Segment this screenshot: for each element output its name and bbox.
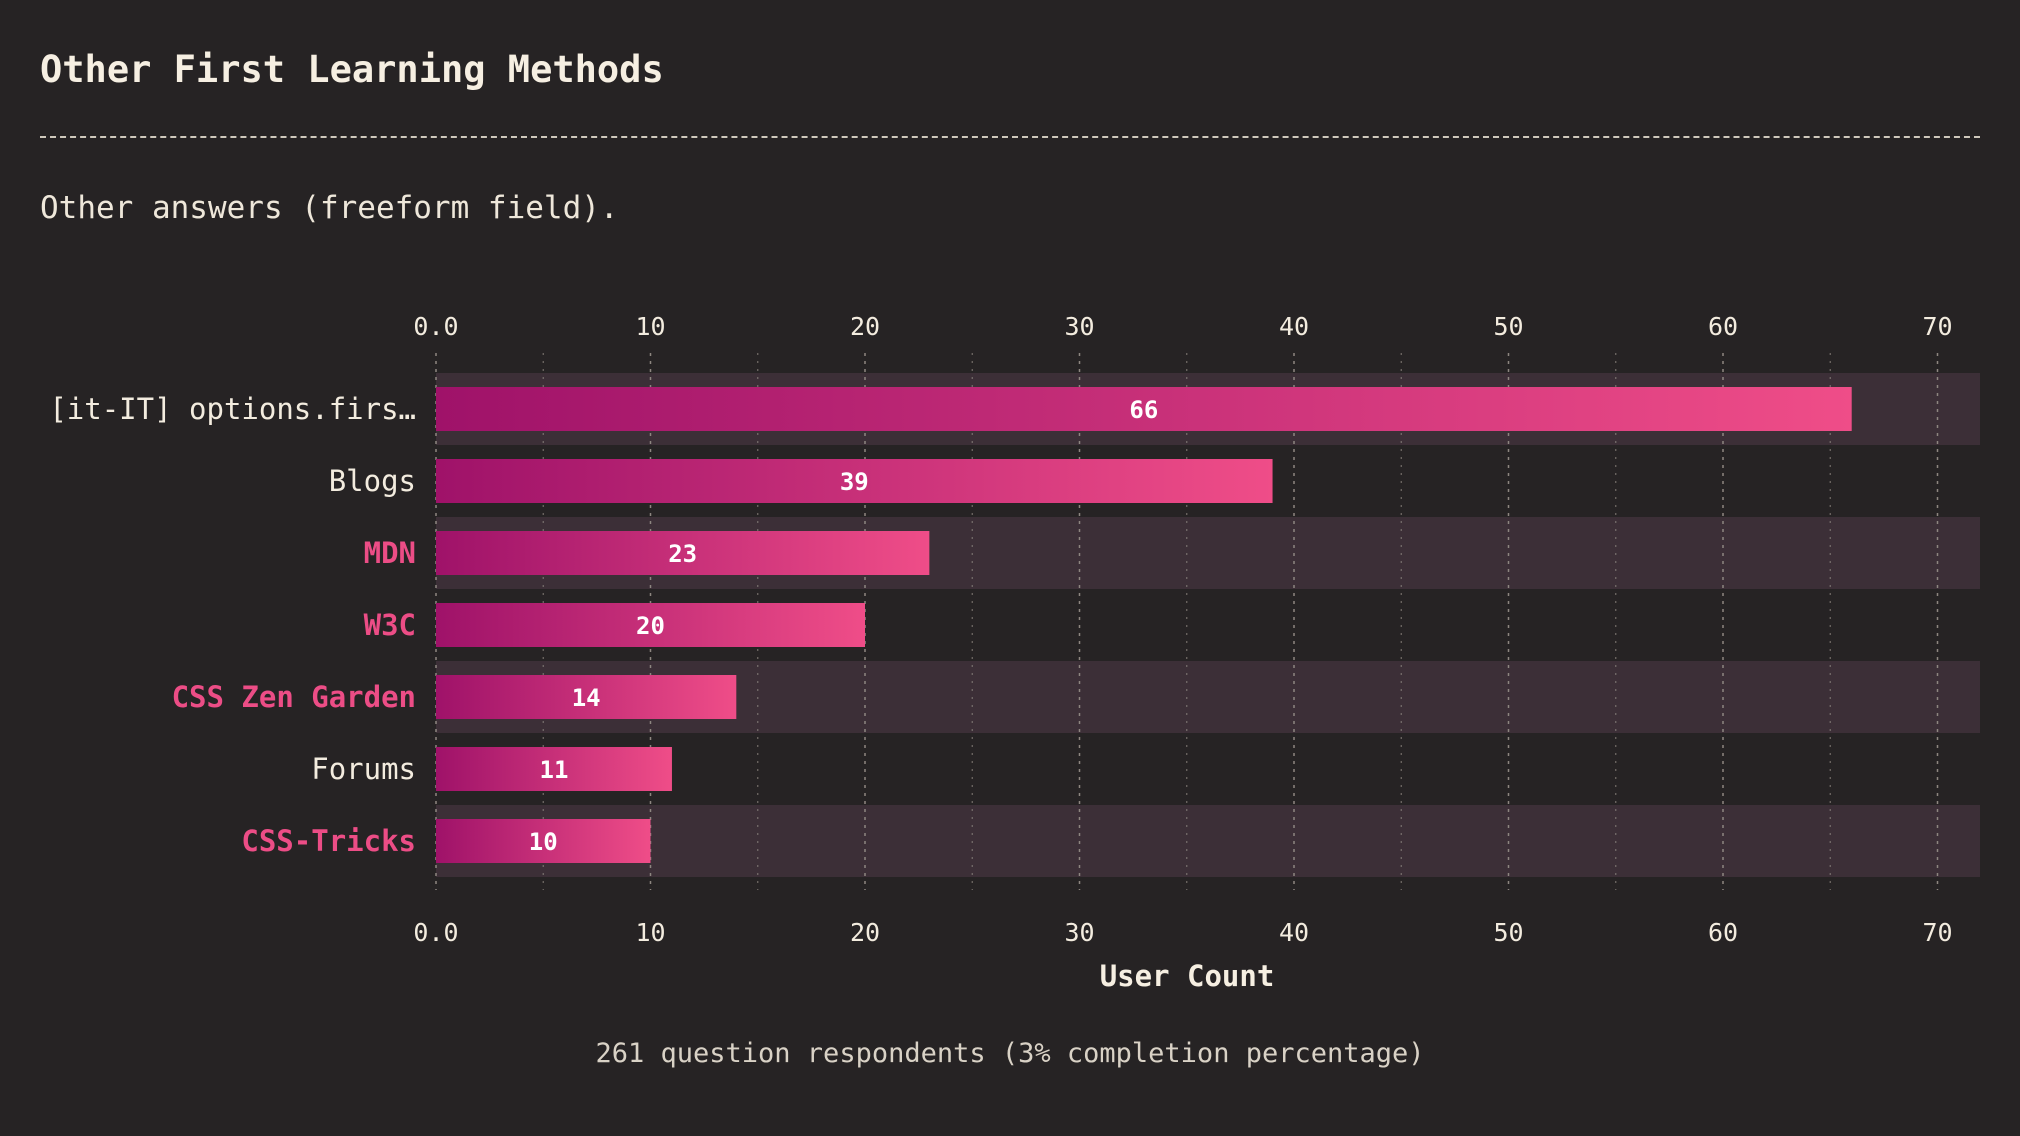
data-labels: 66 39 23 20 14 11 10 bbox=[529, 396, 1159, 856]
x-tick-label-bottom: 40 bbox=[1279, 918, 1309, 947]
x-tick-label-bottom: 20 bbox=[850, 918, 880, 947]
bars bbox=[436, 387, 1852, 863]
bar-value-label: 11 bbox=[540, 756, 569, 784]
x-tick-label-bottom: 60 bbox=[1708, 918, 1738, 947]
bar bbox=[436, 459, 1273, 503]
category-label: W3C bbox=[364, 608, 416, 642]
category-label: CSS-Tricks bbox=[241, 824, 416, 858]
x-tick-label-top: 50 bbox=[1493, 312, 1523, 341]
bar-value-label: 10 bbox=[529, 828, 558, 856]
gridlines bbox=[435, 353, 1939, 890]
bar-value-label: 20 bbox=[636, 612, 665, 640]
x-tick-label-bottom: 50 bbox=[1493, 918, 1523, 947]
x-tick-label-bottom: 0.0 bbox=[413, 918, 458, 947]
x-tick-label-bottom: 30 bbox=[1064, 918, 1094, 947]
category-label: [it-IT] options.firs… bbox=[49, 392, 416, 426]
bar bbox=[436, 603, 865, 647]
x-axis-title: User Count bbox=[1100, 959, 1275, 993]
x-tick-label-top: 30 bbox=[1064, 312, 1094, 341]
x-tick-label-bottom: 10 bbox=[635, 918, 665, 947]
bar-value-label: 14 bbox=[572, 684, 601, 712]
x-tick-label-bottom: 70 bbox=[1922, 918, 1952, 947]
chart-subtitle: Other answers (freeform field). bbox=[40, 190, 619, 226]
bar-chart: 66 39 23 20 14 11 10 [it-IT] options.firs… Blog… bbox=[49, 312, 1980, 993]
x-axis-bottom: 0.0 10 20 30 40 50 60 70 bbox=[413, 918, 1952, 947]
bar bbox=[436, 387, 1852, 431]
bar-value-label: 23 bbox=[668, 540, 697, 568]
category-label: CSS Zen Garden bbox=[172, 680, 416, 714]
respondents-footer: 261 question respondents (3% completion … bbox=[595, 1038, 1425, 1069]
row-band bbox=[436, 805, 1980, 877]
bar-value-label: 66 bbox=[1129, 396, 1158, 424]
category-label: Forums bbox=[311, 752, 416, 786]
bar bbox=[436, 747, 672, 791]
x-tick-label-top: 20 bbox=[850, 312, 880, 341]
x-tick-label-top: 70 bbox=[1922, 312, 1952, 341]
bar-value-label: 39 bbox=[840, 468, 869, 496]
bar bbox=[436, 819, 651, 863]
bar bbox=[436, 531, 930, 575]
category-labels: [it-IT] options.firs… Blogs MDN W3C CSS Zen … bbox=[49, 392, 416, 858]
x-tick-label-top: 0.0 bbox=[413, 312, 458, 341]
category-label: Blogs bbox=[329, 464, 416, 498]
bar bbox=[436, 675, 737, 719]
chart-title: Other First Learning Methods bbox=[40, 48, 664, 91]
x-tick-label-top: 40 bbox=[1279, 312, 1309, 341]
x-tick-label-top: 60 bbox=[1708, 312, 1738, 341]
category-label: MDN bbox=[364, 536, 416, 570]
x-tick-label-top: 10 bbox=[635, 312, 665, 341]
title-divider bbox=[40, 136, 1980, 138]
x-axis-top: 0.0 10 20 30 40 50 60 70 bbox=[413, 312, 1952, 341]
